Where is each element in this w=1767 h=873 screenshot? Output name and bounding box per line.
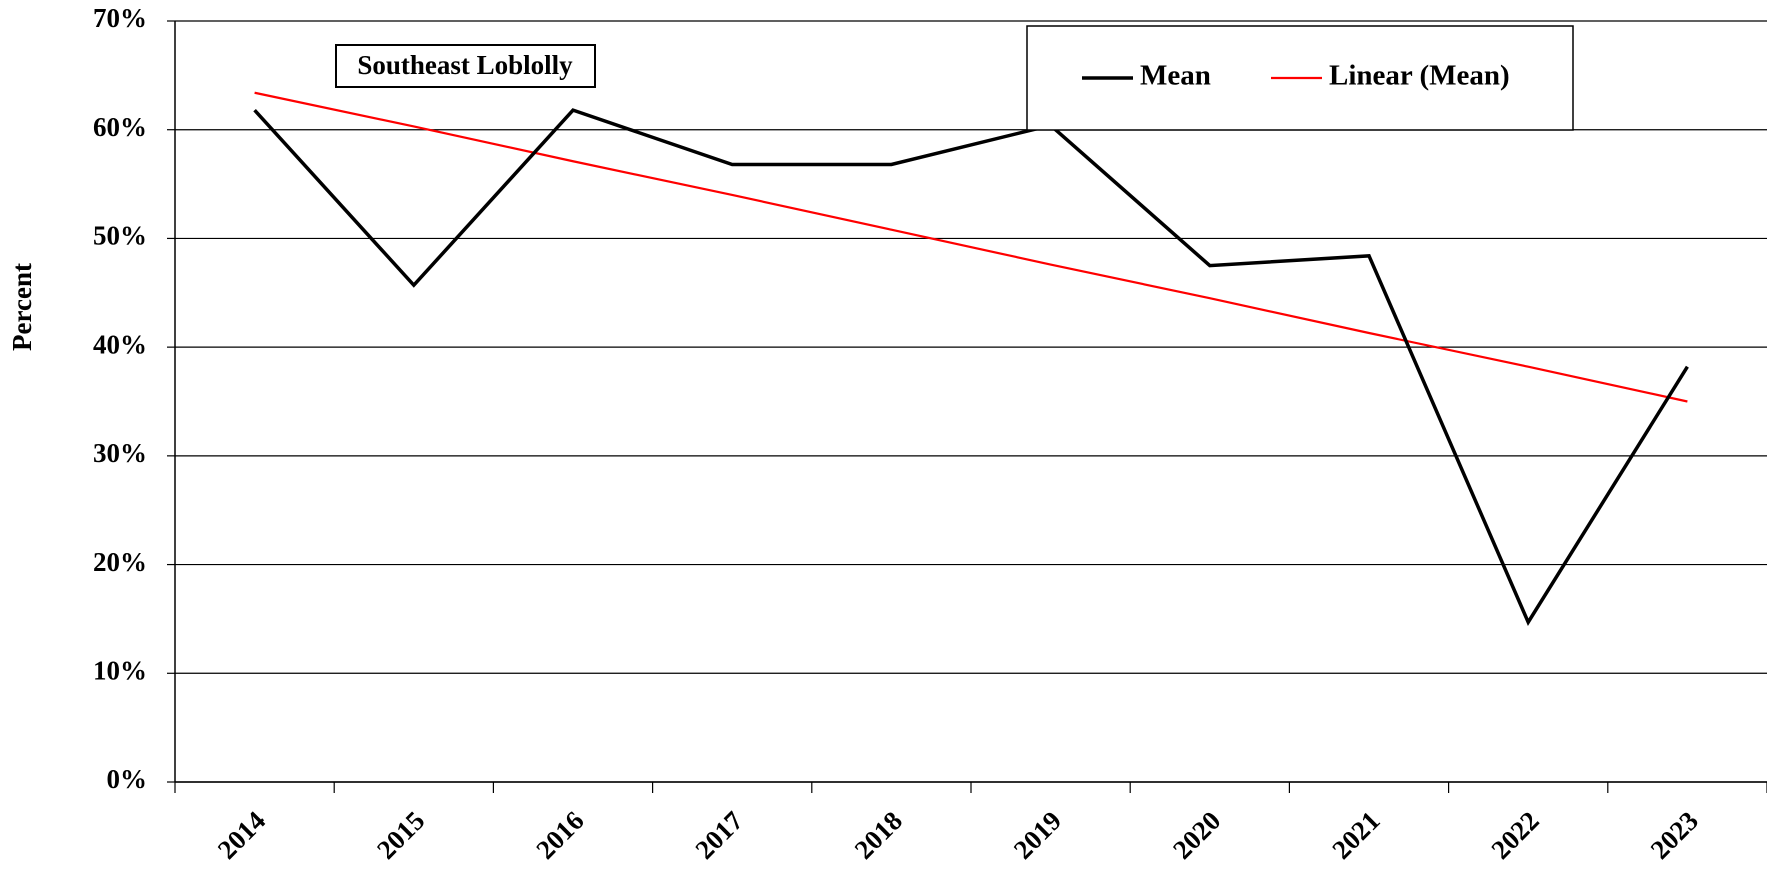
y-tick-label: 40%	[93, 329, 147, 359]
x-tick-label: 2017	[689, 805, 748, 864]
y-tick-label: 20%	[93, 547, 147, 577]
annotation-box	[335, 44, 596, 88]
legend-label: Mean	[1140, 60, 1211, 92]
x-tick-label: 2020	[1167, 805, 1226, 864]
series-line	[254, 91, 1688, 403]
y-tick-label: 10%	[93, 655, 147, 685]
y-tick-label: 50%	[93, 221, 147, 251]
x-tick-label: 2014	[212, 805, 271, 864]
x-tick-label: 2023	[1645, 805, 1704, 864]
x-tick-label: 2022	[1485, 805, 1544, 864]
y-tick-label: 70%	[93, 3, 147, 33]
x-tick-label: 2019	[1008, 805, 1067, 864]
annotation: Southeast Loblolly	[357, 50, 573, 80]
y-axis-title: Percent	[7, 263, 37, 351]
x-tick-label: 2015	[371, 805, 430, 864]
x-tick-label: 2021	[1326, 805, 1385, 864]
x-tick-label: 2018	[849, 805, 908, 864]
y-tick-label: 0%	[107, 764, 148, 794]
y-tick-label: 60%	[93, 112, 147, 142]
x-tick-label: 2016	[530, 805, 589, 864]
series-line	[253, 108, 1689, 626]
y-tick-label: 30%	[93, 438, 147, 468]
legend-label: Linear (Mean)	[1329, 60, 1510, 92]
